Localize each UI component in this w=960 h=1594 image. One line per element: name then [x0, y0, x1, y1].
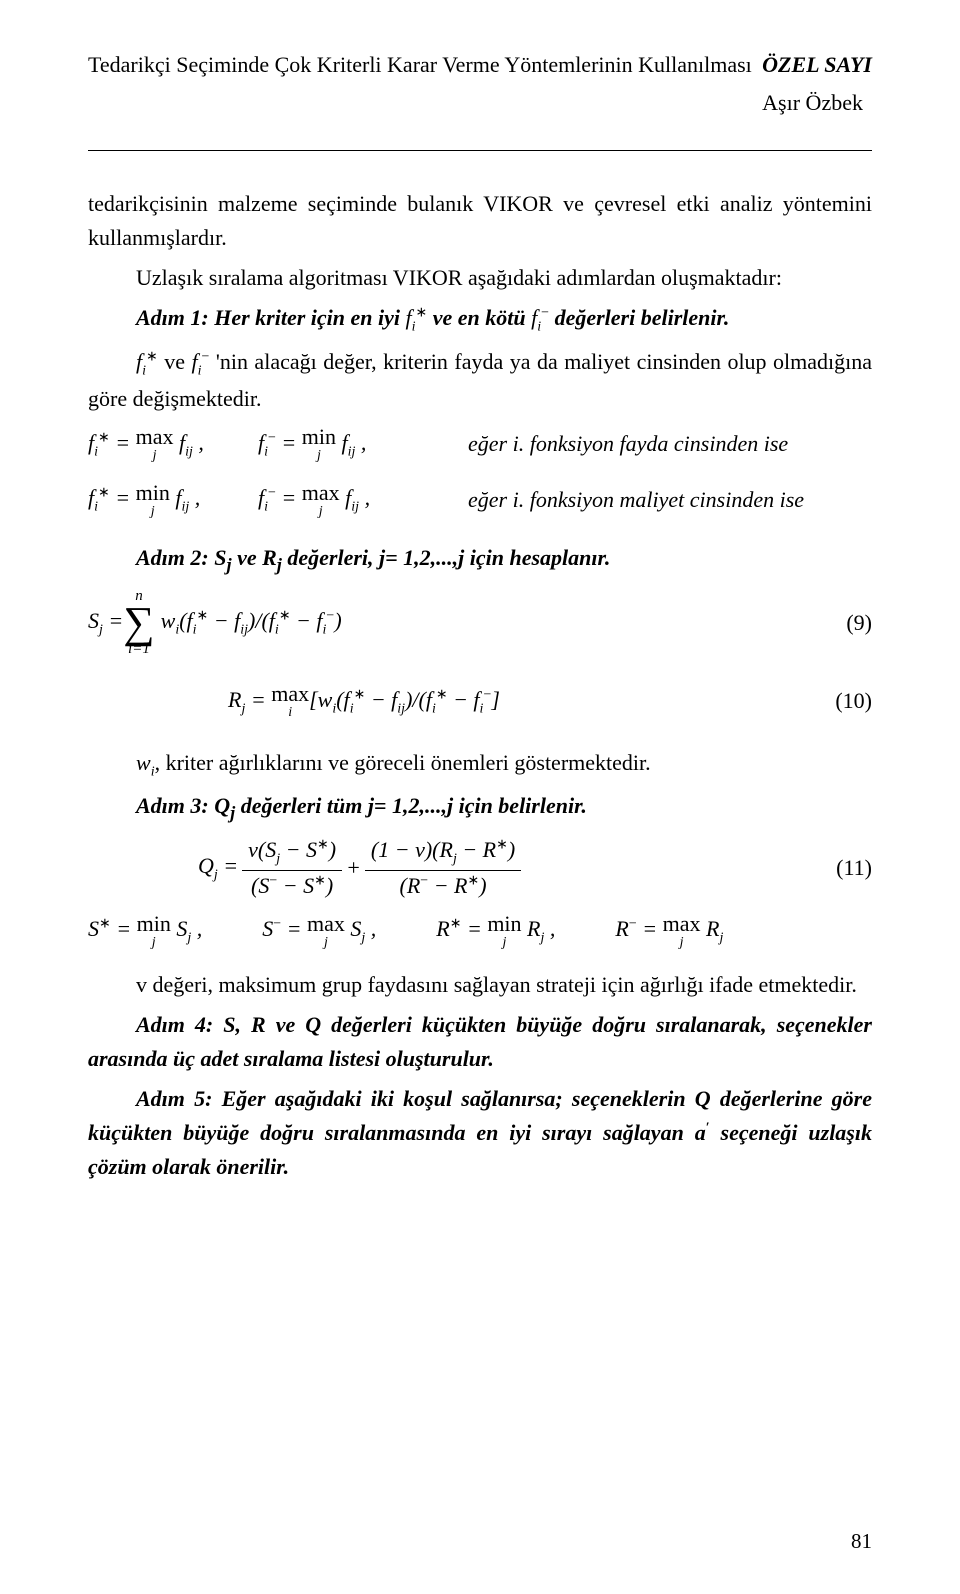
step3-a: Adım 3: Q	[136, 793, 230, 818]
fi-star-inline2: fi∗	[136, 349, 158, 374]
frac-1: v(Sj − S∗) (S− − S∗)	[242, 837, 342, 898]
paragraph-algo-lead: Uzlaşık sıralama algoritması VIKOR aşağı…	[88, 261, 872, 295]
eq-cond-1: eğer i. fonksiyon fayda cinsinden ise	[458, 427, 872, 461]
equation-9: Sj = n ∑ i=1 wi(fi∗ − fij)/(fi∗ − fi−) (…	[88, 589, 872, 657]
s-star-def: S∗ = minj Sj ,	[88, 912, 202, 949]
s-minus-def: S− = maxj Sj ,	[262, 912, 376, 949]
wi-line: wi, kriter ağırlıklarını ve göreceli öne…	[88, 746, 872, 783]
eq9-number: (9)	[826, 606, 872, 640]
eq-mid-2: fi− = maxj fij ,	[258, 481, 458, 518]
header-title-right: ÖZEL SAYI	[762, 48, 872, 82]
eq-cond-2: eğer i. fonksiyon maliyet cinsinden ise	[458, 483, 872, 517]
eq10-body: Rj = maxi[wi(fi∗ − fij)/(fi∗ − fi−]	[88, 683, 500, 720]
step1-l2-pre: ve	[158, 349, 192, 374]
equation-10: Rj = maxi[wi(fi∗ − fij)/(fi∗ − fi−] (10)	[88, 683, 872, 720]
eq-lhs-1: fi∗ = maxj fij ,	[88, 426, 258, 463]
fi-minus-inline: fi−	[531, 305, 549, 330]
page-number: 81	[851, 1525, 872, 1558]
eq10-number: (10)	[815, 684, 872, 718]
eq-lhs-2: fi∗ = minj fij ,	[88, 481, 258, 518]
header-right-block: ÖZEL SAYI Aşır Özbek	[762, 48, 872, 120]
sigma-icon: n ∑ i=1	[123, 589, 154, 657]
step2-c: değerleri, j= 1,2,...,j için hesaplanır.	[282, 545, 611, 570]
eq11-number: (11)	[816, 851, 872, 885]
wi-text: , kriter ağırlıklarını ve göreceli öneml…	[155, 750, 651, 775]
step-1: Adım 1: Her kriter için en iyi fi∗ ve en…	[88, 301, 872, 338]
step3-b: değerleri tüm j= 1,2,...,j için belirlen…	[235, 793, 587, 818]
step1-post: değerleri belirlenir.	[549, 305, 729, 330]
equation-11: Qj = v(Sj − S∗) (S− − S∗) + (1 − v)(Rj −…	[88, 837, 872, 898]
frac-2: (1 − v)(Rj − R∗) (R− − R∗)	[365, 837, 521, 898]
step1-label: Adım 1:	[136, 305, 209, 330]
page-header: Tedarikçi Seçiminde Çok Kriterli Karar V…	[88, 48, 872, 120]
step-3: Adım 3: Qj değerleri tüm j= 1,2,...,j iç…	[88, 789, 872, 823]
step-5: Adım 5: Eğer aşağıdaki iki koşul sağlanı…	[88, 1082, 872, 1184]
step2-b: ve R	[232, 545, 277, 570]
step-2: Adım 2: Sj ve Rj değerleri, j= 1,2,...,j…	[88, 541, 872, 575]
fi-minus-inline2: fi−	[191, 349, 209, 374]
step-1-line2: fi∗ ve fi− 'nin alacağı değer, kriterin …	[88, 345, 872, 416]
header-author: Aşır Özbek	[762, 86, 872, 120]
eq11-body: Qj = v(Sj − S∗) (S− − S∗) + (1 − v)(Rj −…	[88, 837, 525, 898]
case-maliyet: fi∗ = minj fij , fi− = maxj fij , eğer i…	[88, 481, 872, 518]
fi-star-inline: fi∗	[406, 305, 428, 330]
body: tedarikçisinin malzeme seçiminde bulanık…	[88, 187, 872, 1184]
header-rule	[88, 150, 872, 151]
r-minus-def: R− = maxj Rj	[615, 912, 723, 949]
r-star-def: R∗ = minj Rj ,	[436, 912, 555, 949]
step2-a: Adım 2: S	[136, 545, 226, 570]
a-prime: a′	[695, 1120, 710, 1145]
case-fayda: fi∗ = maxj fij , fi− = minj fij , eğer i…	[88, 426, 872, 463]
header-title-left: Tedarikçi Seçiminde Çok Kriterli Karar V…	[88, 48, 762, 82]
v-line: v değeri, maksimum grup faydasını sağlay…	[88, 968, 872, 1002]
paragraph-intro: tedarikçisinin malzeme seçiminde bulanık…	[88, 187, 872, 255]
case-definitions: fi∗ = maxj fij , fi− = minj fij , eğer i…	[88, 426, 872, 519]
step-4: Adım 4: S, R ve Q değerleri küçükten büy…	[88, 1008, 872, 1076]
s-r-definitions: S∗ = minj Sj , S− = maxj Sj , R∗ = minj …	[88, 912, 872, 949]
wi-sym: wi	[136, 750, 155, 775]
eq9-body: Sj = n ∑ i=1 wi(fi∗ − fij)/(fi∗ − fi−)	[88, 589, 342, 657]
step1-mid: ve en kötü	[427, 305, 531, 330]
step1-pre: Her kriter için en iyi	[214, 305, 405, 330]
eq-mid-1: fi− = minj fij ,	[258, 426, 458, 463]
